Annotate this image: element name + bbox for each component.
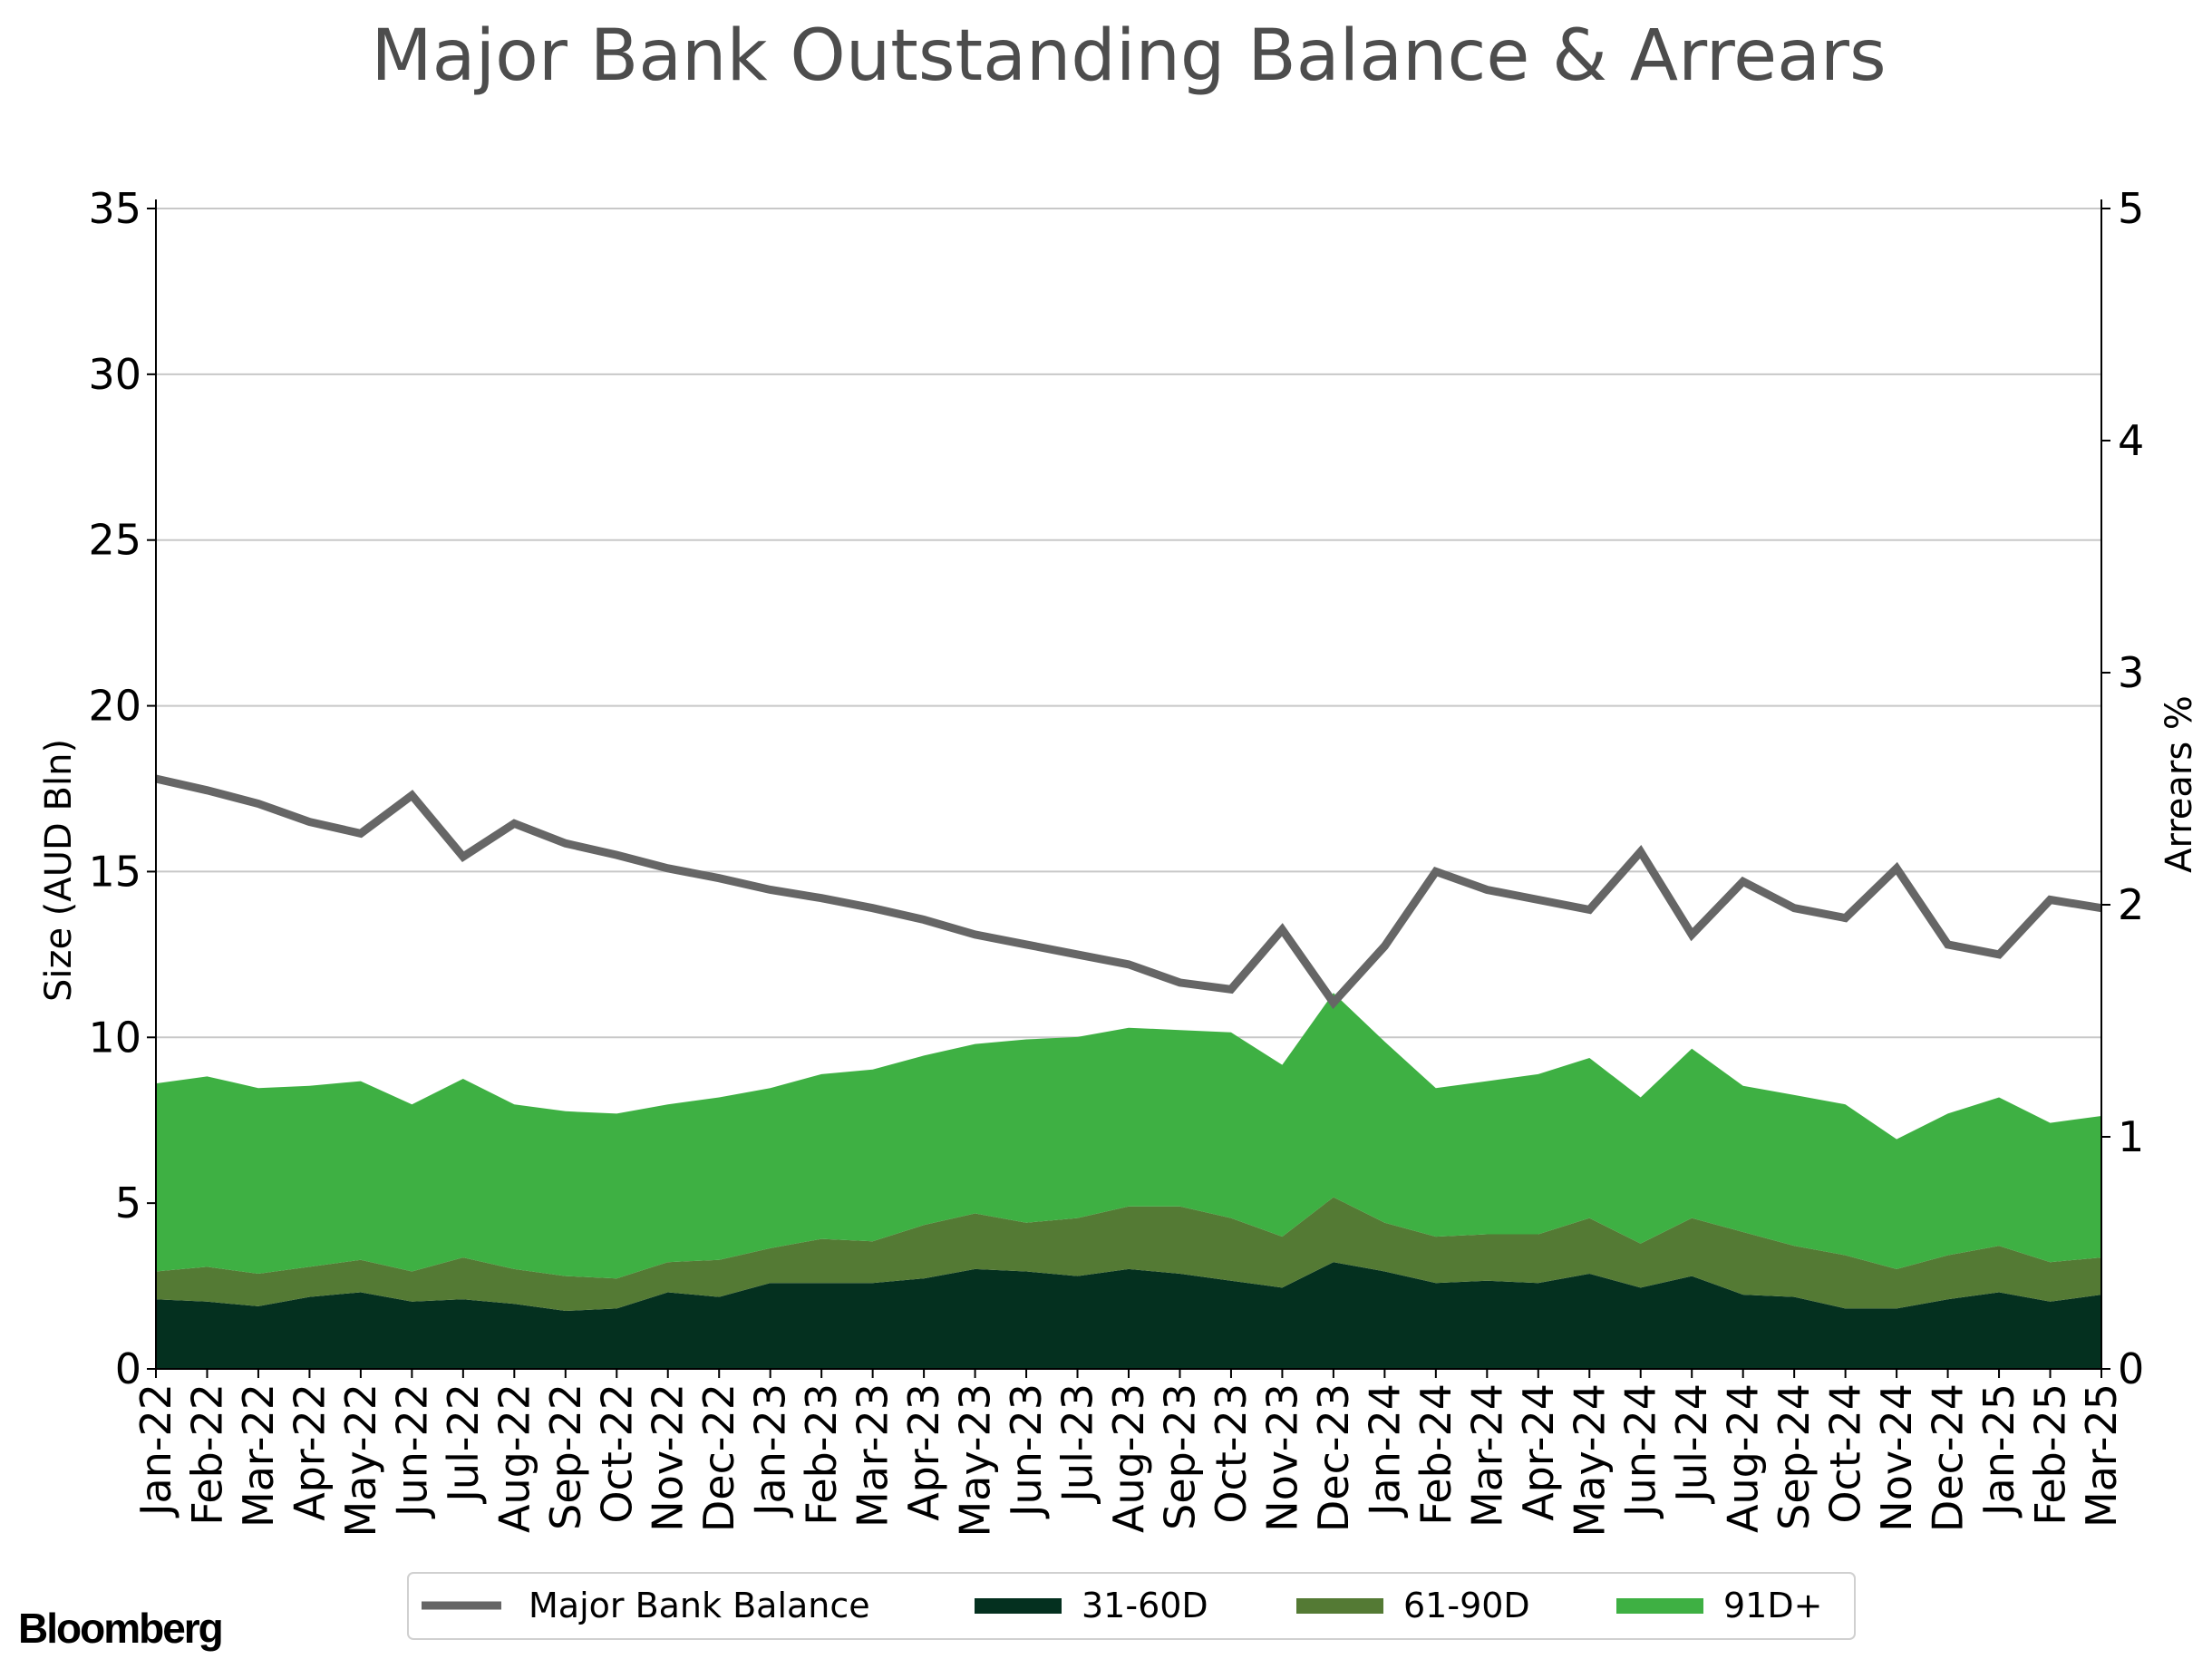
legend-swatch <box>1296 1598 1383 1614</box>
line-major-bank-balance <box>155 774 2102 1010</box>
x-tick-label: Nov-23 <box>1257 1383 1306 1532</box>
x-tick-label: Mar-22 <box>234 1383 283 1528</box>
legend-label: 61-90D <box>1403 1586 1530 1625</box>
left-tick-label: 30 <box>88 350 141 399</box>
x-tick-label: Jan-23 <box>746 1383 795 1518</box>
legend-label: Major Bank Balance <box>529 1586 870 1625</box>
x-tick-label: May-23 <box>951 1383 1000 1537</box>
left-tick-label: 20 <box>88 682 141 731</box>
right-tick-label: 0 <box>2118 1344 2144 1393</box>
left-axis-label: Size (AUD Bln) <box>38 739 80 1002</box>
left-tick-label: 5 <box>115 1179 141 1227</box>
x-tick-label: Jul-24 <box>1667 1383 1716 1505</box>
x-tick-label: May-24 <box>1565 1383 1614 1537</box>
right-tick-label: 2 <box>2118 880 2144 929</box>
x-tick-label: Apr-23 <box>899 1383 948 1521</box>
legend-swatch <box>1616 1598 1703 1614</box>
arrears-areas <box>156 993 2101 1369</box>
gridlines <box>156 208 2101 1205</box>
x-tick-label: Sep-24 <box>1770 1383 1819 1530</box>
x-tick-label: Aug-24 <box>1719 1383 1768 1533</box>
left-tick-label: 0 <box>115 1344 141 1393</box>
x-tick-label: Nov-24 <box>1872 1383 1921 1532</box>
right-axis-ticks: 0 1 2 3 4 5 <box>2101 184 2144 1393</box>
x-tick-label: Jun-24 <box>1616 1383 1665 1519</box>
x-tick-label: Sep-22 <box>541 1383 590 1530</box>
right-tick-label: 1 <box>2118 1112 2144 1161</box>
x-tick-label: Dec-24 <box>1924 1383 1973 1532</box>
x-tick-label: Jan-25 <box>1974 1383 2023 1518</box>
x-tick-label: Oct-24 <box>1821 1383 1870 1524</box>
x-tick-label: Apr-24 <box>1514 1383 1563 1521</box>
left-tick-label: 35 <box>88 184 141 233</box>
x-tick-label: Oct-23 <box>1207 1383 1256 1524</box>
area-61-90D <box>156 1197 2101 1311</box>
x-axis-ticks: Jan-22 Feb-22 Mar-22 Apr-22 May-22 Jun-22 Jul-… <box>131 1369 2126 1537</box>
legend: Major Bank Balance 31-60D 61-90D 91D+ <box>407 1572 1856 1640</box>
x-tick-label: Jan-22 <box>131 1383 180 1518</box>
x-tick-label: Feb-22 <box>183 1383 232 1526</box>
x-tick-label: Dec-22 <box>694 1383 743 1532</box>
legend-label: 91D+ <box>1723 1586 1822 1625</box>
balance-line <box>155 774 2102 1010</box>
x-tick-label: Feb-23 <box>797 1383 846 1526</box>
x-tick-label: Apr-22 <box>285 1383 334 1521</box>
x-tick-label: Mar-24 <box>1462 1383 1511 1528</box>
x-tick-label: May-22 <box>336 1383 385 1537</box>
legend-swatch <box>975 1598 1062 1614</box>
x-tick-label: Mar-23 <box>849 1383 897 1528</box>
left-axis-ticks: 0 5 10 15 20 25 30 35 <box>88 184 156 1393</box>
right-tick-label: 5 <box>2118 184 2144 233</box>
x-tick-label: Oct-22 <box>592 1383 641 1524</box>
bloomberg-logo: Bloomberg <box>18 1605 222 1652</box>
x-tick-label: Feb-25 <box>2026 1383 2075 1526</box>
x-tick-label: Aug-22 <box>490 1383 538 1533</box>
right-tick-label: 3 <box>2118 648 2144 697</box>
chart-title: Major Bank Outstanding Balance & Arrears <box>371 15 1886 97</box>
area-31-60D <box>156 1262 2101 1369</box>
x-tick-label: Sep-23 <box>1156 1383 1205 1530</box>
x-tick-label: Dec-23 <box>1309 1383 1358 1532</box>
x-tick-label: Jan-24 <box>1360 1383 1409 1518</box>
left-tick-label: 25 <box>88 516 141 565</box>
x-tick-label: Nov-22 <box>644 1383 693 1532</box>
x-tick-label: Aug-23 <box>1104 1383 1153 1533</box>
x-tick-label: Feb-24 <box>1412 1383 1460 1526</box>
right-tick-label: 4 <box>2118 416 2144 465</box>
area-91D+ <box>156 993 2101 1279</box>
legend-box <box>407 1572 1856 1640</box>
right-axis-label: Arrears % <box>2159 695 2200 873</box>
x-tick-label: Mar-25 <box>2077 1383 2126 1528</box>
x-tick-label: Jun-22 <box>387 1383 436 1519</box>
left-tick-label: 15 <box>88 847 141 896</box>
legend-label: 31-60D <box>1082 1586 1208 1625</box>
x-tick-label: Jul-22 <box>439 1383 488 1505</box>
left-tick-label: 10 <box>88 1013 141 1062</box>
x-tick-label: Jul-23 <box>1053 1383 1102 1505</box>
x-tick-label: Jun-23 <box>1002 1383 1051 1519</box>
